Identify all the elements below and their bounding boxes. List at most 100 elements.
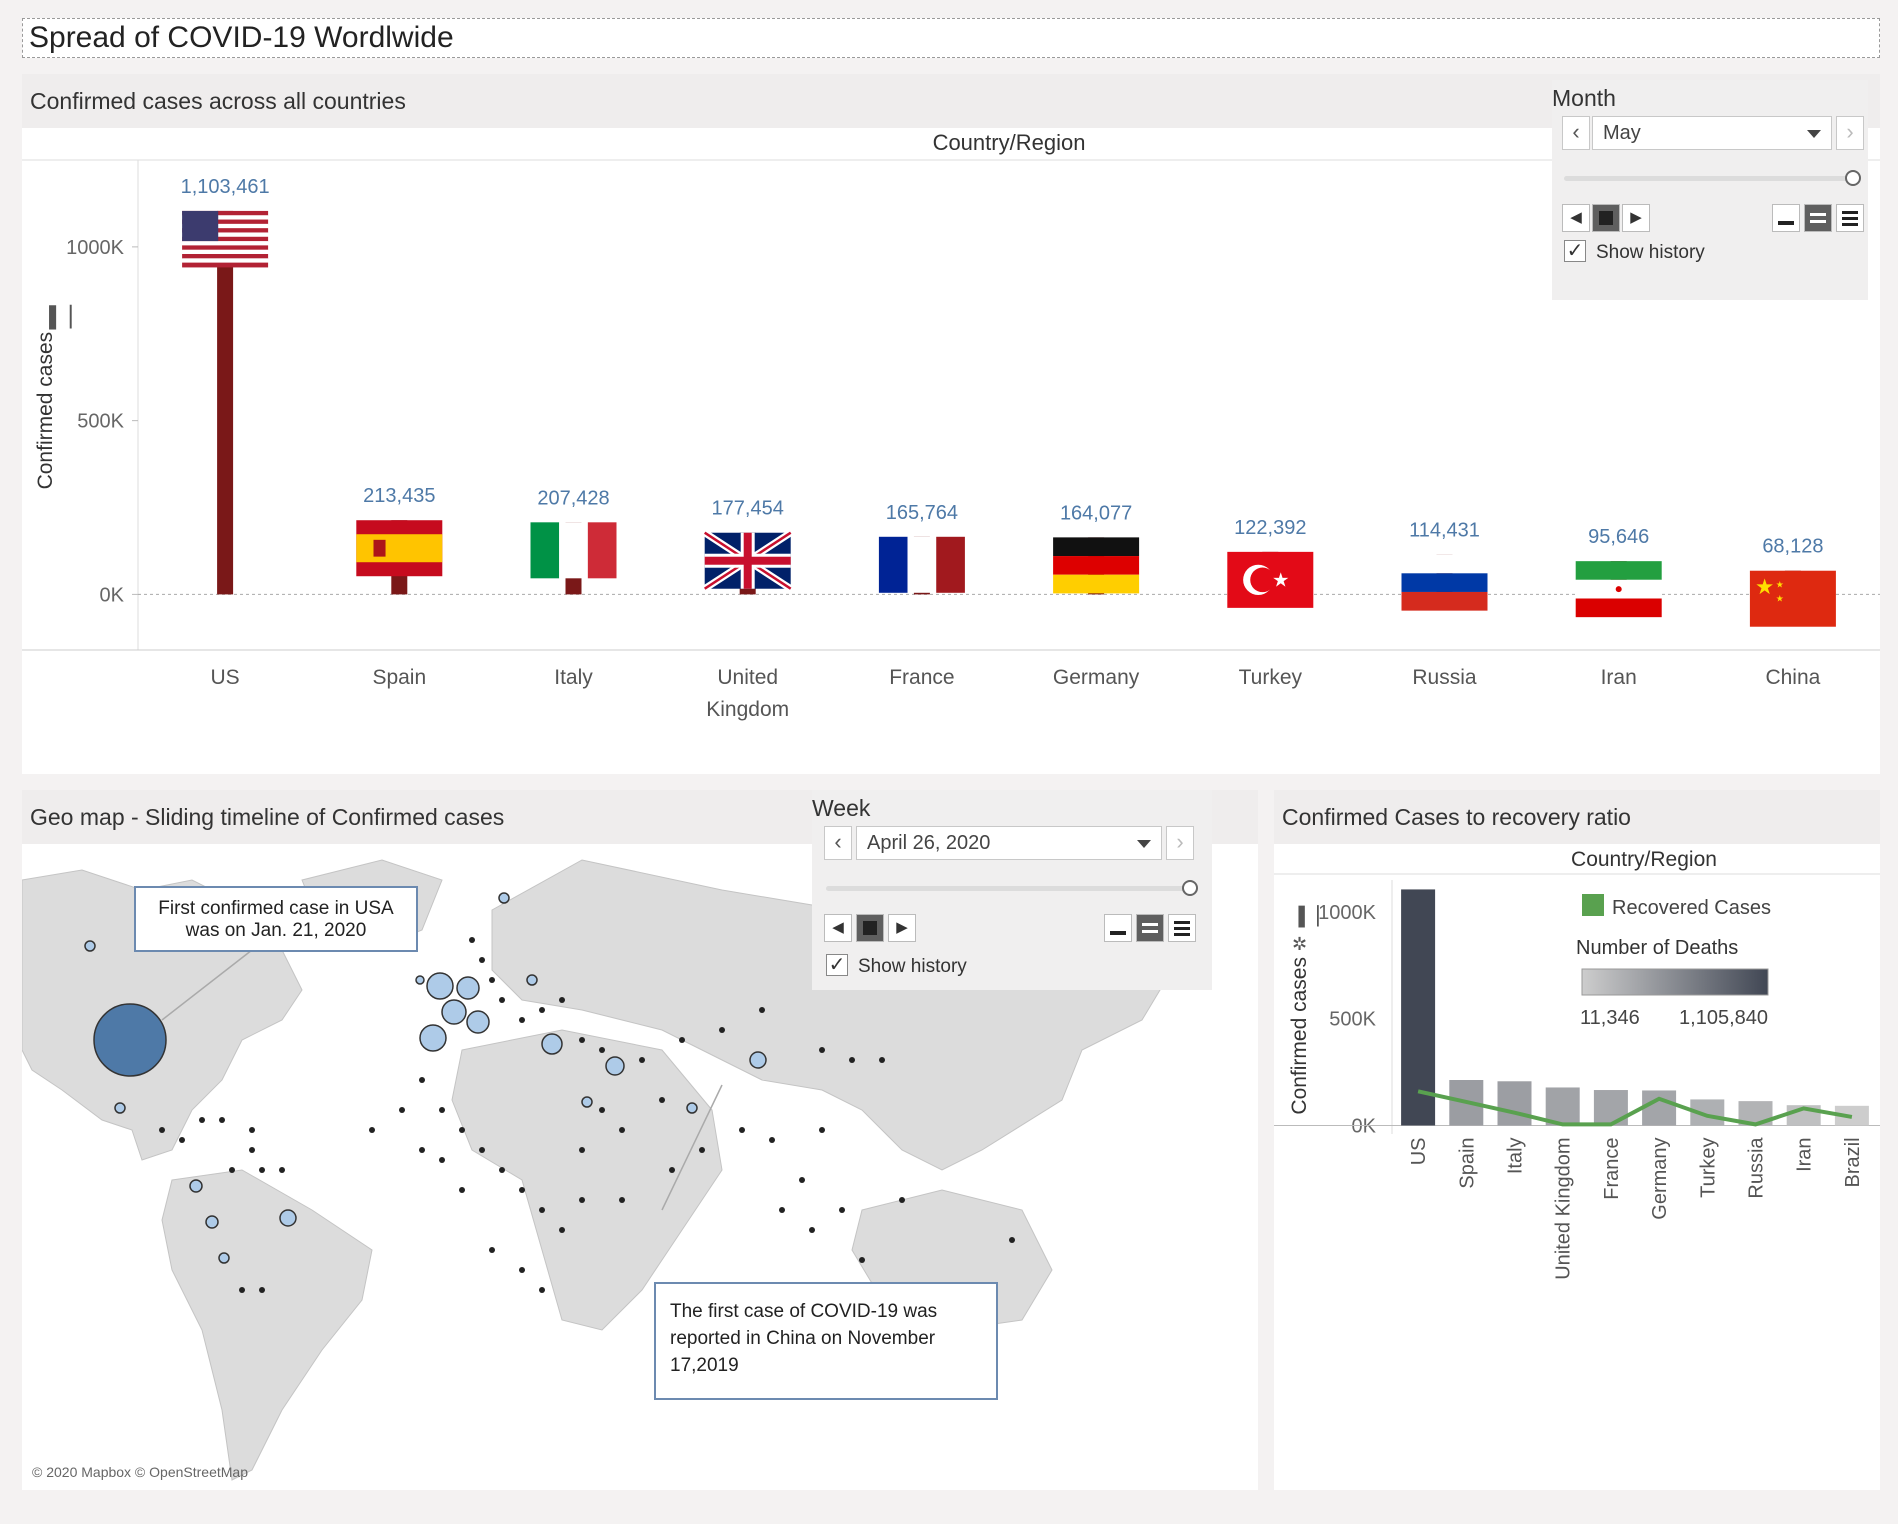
stop-icon [863, 921, 877, 935]
x-tick-label: Iran [1601, 666, 1637, 689]
month-slider-track[interactable] [1564, 176, 1852, 181]
case-dot [579, 1147, 585, 1153]
case-dot [399, 1107, 405, 1113]
bar-us [217, 210, 234, 595]
case-dot [499, 997, 505, 1003]
case-dot [599, 1047, 605, 1053]
data-label-us: 1,103,461 [181, 176, 270, 198]
case-bubble [93, 1003, 167, 1077]
x-tick-label: US [1408, 1137, 1430, 1165]
chevron-down-icon [1807, 130, 1821, 138]
week-prev-button[interactable]: ‹ [824, 826, 852, 860]
y-tick-label: 1000K [1318, 902, 1376, 924]
case-bubble [279, 1209, 297, 1227]
data-label-united-kingdom: 177,454 [712, 498, 784, 520]
month-play-button[interactable]: ▶ [1622, 204, 1650, 232]
data-label-china: 68,128 [1762, 536, 1823, 558]
case-dot [419, 1077, 425, 1083]
sort-icon: ▐▕ [42, 304, 72, 330]
map-attribution[interactable]: © 2020 Mapbox © OpenStreetMap [32, 1464, 248, 1480]
speed-medium-button[interactable] [1804, 204, 1832, 232]
case-dot [279, 1167, 285, 1173]
case-bubble [605, 1056, 625, 1076]
recovered-cases-line [1417, 1089, 1853, 1127]
svg-text:★: ★ [1776, 594, 1784, 604]
map-dots [84, 892, 1015, 1333]
data-label-spain: 213,435 [363, 485, 435, 507]
week-show-history-checkbox[interactable]: ✓ [826, 954, 848, 976]
svg-text:★: ★ [1272, 570, 1290, 592]
turkey-flag: ★ [1227, 551, 1314, 608]
case-dot [739, 1127, 745, 1133]
case-dot [899, 1197, 905, 1203]
month-next-button[interactable]: › [1836, 116, 1864, 150]
usa-callout-line [161, 949, 253, 1021]
y-tick-label: 0K [100, 584, 125, 606]
week-speed-slow-button[interactable] [1104, 914, 1132, 942]
week-slider-track[interactable] [826, 886, 1196, 891]
week-speed-medium-button[interactable] [1136, 914, 1164, 942]
case-dot [579, 1037, 585, 1043]
case-bubble [218, 1252, 230, 1264]
month-show-history-checkbox[interactable]: ✓ [1564, 240, 1586, 262]
week-dropdown-value: April 26, 2020 [867, 832, 991, 854]
x-axis-title: Country/Region [1571, 848, 1717, 871]
x-tick-label: Germany [1649, 1137, 1671, 1219]
case-dot [699, 1147, 705, 1153]
case-dot [559, 1227, 565, 1233]
speed-fast-button[interactable] [1836, 204, 1864, 232]
data-label-france: 165,764 [886, 502, 958, 524]
speed-slow-button[interactable] [1772, 204, 1800, 232]
x-tick-label: Spain [372, 666, 426, 689]
case-bubble [441, 999, 467, 1025]
pin-icon: ✲ [1292, 934, 1307, 954]
month-filter-label: Month [1552, 85, 1616, 111]
y-axis-title: Confirmed cases [34, 332, 57, 490]
week-filter: Week ‹ April 26, 2020 › ◀ ▶ ✓ Show histo… [812, 790, 1212, 990]
y-tick-label: 1000K [66, 237, 124, 259]
week-next-button[interactable]: › [1166, 826, 1194, 860]
case-dot [249, 1127, 255, 1133]
usa-first-case-annotation: First confirmed case in USA was on Jan. … [134, 886, 418, 952]
case-bubble [426, 972, 454, 1000]
stop-icon [1599, 211, 1613, 225]
month-dropdown[interactable]: May [1592, 116, 1832, 150]
case-dot [819, 1047, 825, 1053]
united-kingdom-flag [702, 529, 793, 592]
month-slider-handle[interactable] [1845, 170, 1861, 186]
x-tick-label: France [889, 666, 954, 689]
case-bubble [581, 1096, 593, 1108]
month-step-back-button[interactable]: ◀ [1562, 204, 1590, 232]
case-bubble [456, 976, 480, 1000]
case-dot [419, 1147, 425, 1153]
case-bubble [189, 1179, 203, 1193]
case-bubble [205, 1215, 219, 1229]
china-first-case-annotation: The first case of COVID-19 was reported … [654, 1282, 998, 1400]
case-bubble [466, 1010, 490, 1034]
x-tick-label: China [1765, 666, 1820, 689]
week-dropdown[interactable]: April 26, 2020 [856, 826, 1162, 860]
medium-speed-icon [1142, 923, 1158, 933]
week-step-back-button[interactable]: ◀ [824, 914, 852, 942]
slow-speed-icon [1778, 221, 1794, 225]
case-dot [199, 1117, 205, 1123]
case-dot [759, 1007, 765, 1013]
case-bubble [415, 975, 425, 985]
recovered-legend-swatch [1582, 894, 1604, 916]
x-tick-label: Turkey [1239, 666, 1303, 689]
dashboard-title: Spread of COVID-19 Wordlwide [22, 18, 1880, 58]
month-filter: Month ‹ May › ◀ ▶ ✓ Show history [1552, 80, 1868, 300]
month-stop-button[interactable] [1592, 204, 1620, 232]
month-prev-button[interactable]: ‹ [1562, 116, 1590, 150]
week-stop-button[interactable] [856, 914, 884, 942]
recovery-ratio-panel: Confirmed Cases to recovery ratio Countr… [1274, 790, 1880, 1490]
china-callout-line [661, 1084, 723, 1211]
week-speed-fast-button[interactable] [1168, 914, 1196, 942]
confirmed-cases-chart: Country/Region 1000K 500K 0K Confirmed cases… [22, 130, 1880, 721]
week-slider-handle[interactable] [1182, 880, 1198, 896]
deaths-legend-title: Number of Deaths [1576, 937, 1738, 959]
data-label-turkey: 122,392 [1234, 517, 1306, 539]
week-play-button[interactable]: ▶ [888, 914, 916, 942]
case-dot [219, 1117, 225, 1123]
case-dot [229, 1167, 235, 1173]
